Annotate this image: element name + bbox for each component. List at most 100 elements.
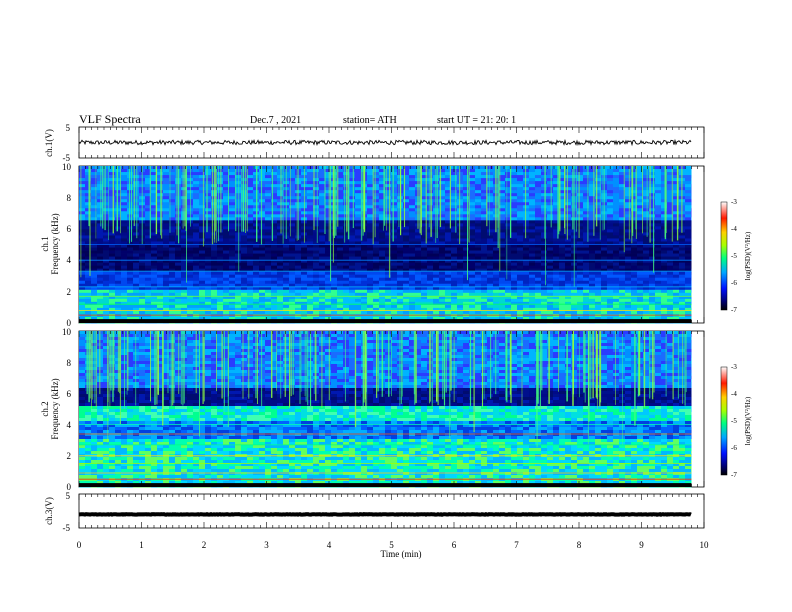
spectrogram-cell xyxy=(271,232,277,236)
spectrogram-cell xyxy=(91,304,97,309)
spectrogram-cell xyxy=(655,178,661,182)
spectrogram-cell xyxy=(97,304,103,309)
spectrogram-cell xyxy=(187,187,193,191)
spectrogram-cell xyxy=(427,286,433,291)
spectrogram-cell xyxy=(223,211,229,215)
spectrogram-cell xyxy=(343,175,349,179)
spectrogram-cell xyxy=(379,220,385,224)
spectrogram-cell xyxy=(661,253,667,257)
spectrogram-cell xyxy=(133,295,139,300)
spectrogram-cell xyxy=(103,295,109,300)
spectrogram-cell xyxy=(193,226,199,230)
spectrogram-cell xyxy=(79,259,85,264)
spectrogram-cell xyxy=(649,196,655,200)
spectrogram-cell xyxy=(511,289,517,294)
spectrogram-cell xyxy=(319,262,325,267)
spectrogram-cell xyxy=(343,184,349,188)
spectrogram-cell xyxy=(595,259,601,264)
spectrogram-cell xyxy=(343,202,349,206)
spectrogram-cell xyxy=(577,241,583,245)
spectrogram-cell xyxy=(655,187,661,191)
spectrogram-cell xyxy=(217,226,223,230)
spectrogram-cell xyxy=(523,304,529,309)
spectrogram-cell xyxy=(337,178,343,182)
spectrogram-cell xyxy=(439,175,445,179)
spectrogram-cell xyxy=(487,250,493,254)
spectrogram-cell xyxy=(529,307,535,312)
spectrogram-cell xyxy=(163,307,169,312)
spectrogram-cell xyxy=(541,178,547,182)
spectrogram-cell xyxy=(127,184,133,188)
spectrogram-cell xyxy=(247,289,253,294)
spectrogram-cell xyxy=(277,232,283,236)
spectrogram-cell xyxy=(679,235,685,239)
spectrogram-cell xyxy=(223,214,229,218)
spectrogram-cell xyxy=(415,247,421,251)
spectrogram-cell xyxy=(247,175,253,179)
spectrogram-cell xyxy=(307,211,313,215)
spectrogram-cell xyxy=(103,271,109,276)
spectrogram-cell xyxy=(565,307,571,312)
spectrogram-cell xyxy=(265,178,271,182)
spectrogram-cell xyxy=(589,265,595,270)
spectrogram-cell xyxy=(319,172,325,176)
spectrogram-cell xyxy=(265,241,271,245)
spectrogram-cell xyxy=(343,211,349,215)
spectrogram-cell xyxy=(85,178,91,182)
spectrogram-cell xyxy=(283,310,289,315)
spectrogram-cell xyxy=(637,223,643,227)
spectrogram-cell xyxy=(139,247,145,251)
spectrogram-cell xyxy=(679,253,685,257)
spectrogram-cell xyxy=(595,187,601,191)
spectrogram-cell xyxy=(559,301,565,306)
spectrogram-cell xyxy=(313,283,319,288)
spectrogram-cell xyxy=(277,304,283,309)
spectrogram-cell xyxy=(361,283,367,288)
spectrogram-cell xyxy=(367,280,373,285)
spectrogram-cell xyxy=(559,250,565,254)
spectrogram-cell xyxy=(265,235,271,239)
spectrogram-cell xyxy=(595,298,601,303)
spectrogram-cell xyxy=(517,211,523,215)
spectrogram-cell xyxy=(403,238,409,242)
spectrogram-cell xyxy=(247,298,253,303)
spectrogram-cell xyxy=(325,310,331,315)
spectrogram-cell xyxy=(475,241,481,245)
spectrogram-cell xyxy=(127,265,133,270)
spectrogram-cell xyxy=(481,244,487,248)
spectrogram-cell xyxy=(505,274,511,279)
spectrogram-cell xyxy=(169,226,175,230)
spectrogram-cell xyxy=(307,169,313,173)
spectrogram-cell xyxy=(181,169,187,173)
spectrogram-cell xyxy=(103,169,109,173)
spectrogram-cell xyxy=(331,283,337,288)
spectrogram-cell xyxy=(337,253,343,257)
spectrogram-cell xyxy=(259,262,265,267)
spectrogram-cell xyxy=(643,277,649,282)
spectrogram-cell xyxy=(373,169,379,173)
spectrogram-cell xyxy=(415,256,421,260)
spectrogram-cell xyxy=(487,214,493,218)
spectrogram-cell xyxy=(553,241,559,245)
spectrogram-cell xyxy=(529,205,535,209)
spectrogram-cell xyxy=(691,286,692,291)
spectrogram-cell xyxy=(655,217,661,221)
spectrogram-cell xyxy=(613,277,619,282)
spectrogram-cell xyxy=(121,295,127,300)
spectrogram-cell xyxy=(181,301,187,306)
spectrogram-cell xyxy=(313,196,319,200)
spectrogram-cell xyxy=(685,268,691,273)
spectrogram-cell xyxy=(379,283,385,288)
spectrogram-cell xyxy=(517,235,523,239)
spectrogram-cell xyxy=(463,211,469,215)
spectrogram-cell xyxy=(439,289,445,294)
spectrogram-cell xyxy=(535,286,541,291)
spectrogram-cell xyxy=(319,196,325,200)
spectrogram-cell xyxy=(595,256,601,260)
spectrogram-cell xyxy=(79,292,85,297)
spectrogram-cell xyxy=(307,199,313,203)
spectrogram-cell xyxy=(637,169,643,173)
spectrogram-cell xyxy=(199,310,205,315)
spectrogram-cell xyxy=(373,235,379,239)
spectrogram-cell xyxy=(397,307,403,312)
